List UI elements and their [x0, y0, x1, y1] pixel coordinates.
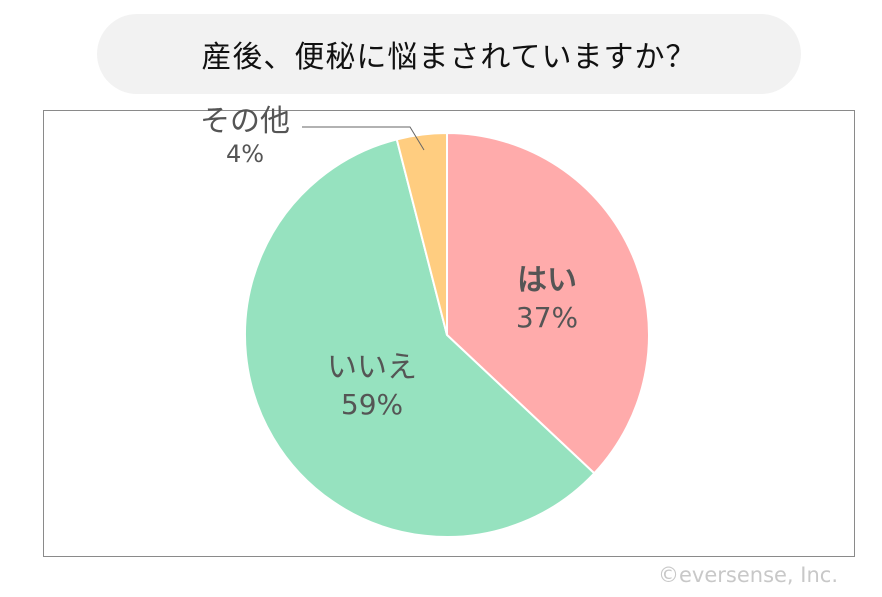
- slice-value-label: 59%: [341, 388, 403, 421]
- slice-label: その他: [200, 104, 290, 139]
- slice-value-label: 4%: [226, 140, 264, 168]
- chart-title: 産後、便秘に悩まされていますか？: [97, 14, 801, 94]
- copyright: ©eversense, Inc.: [658, 563, 839, 587]
- chart-frame: [43, 110, 855, 557]
- pie-slice-2: [395, 131, 448, 336]
- leader-line: [302, 126, 425, 151]
- pie-slice-0: [446, 131, 651, 475]
- slice-label: いいえ: [327, 350, 417, 385]
- pie-slice-1: [244, 138, 596, 538]
- slice-value-label: 37%: [516, 301, 578, 334]
- slice-label: はい: [517, 263, 577, 298]
